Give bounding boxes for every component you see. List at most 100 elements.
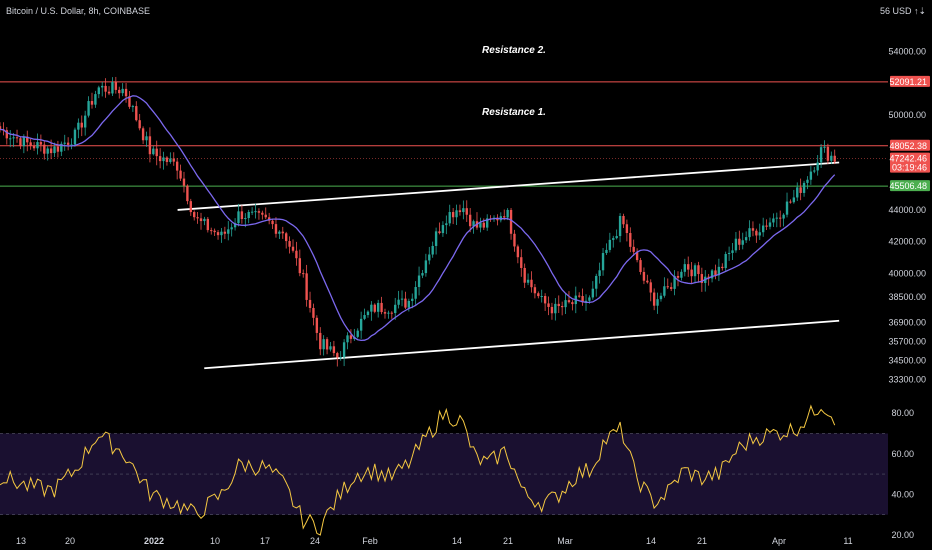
candle-body	[727, 252, 731, 255]
countdown-timer: 03:19:46	[892, 163, 927, 173]
rsi-pane[interactable]	[0, 404, 888, 536]
candle-body	[101, 85, 104, 88]
candle-body	[547, 303, 550, 307]
time-axis[interactable]: 13 20 2022 10 17 24 Feb 14 21 Mar 14 21 Apr 11	[16, 536, 853, 546]
candle-body	[608, 239, 612, 250]
candle-body	[782, 214, 785, 219]
time-tick-label: 10	[210, 536, 220, 546]
candle-body	[281, 231, 284, 234]
candle-body	[118, 89, 121, 94]
candle-body	[789, 201, 792, 203]
candle-body	[578, 295, 581, 297]
candle-body	[785, 201, 789, 215]
candle-body	[319, 332, 322, 350]
rsi-axis[interactable]: 80.00 60.00 40.00 20.00	[891, 408, 914, 540]
candle-body	[826, 146, 830, 161]
candle-body	[618, 215, 622, 237]
candle-body	[724, 254, 727, 269]
price-axis[interactable]: 54000.00 50000.00 44000.00 42000.00 40000.00…	[888, 47, 926, 385]
candle-body	[513, 233, 516, 247]
candle-body	[94, 94, 97, 105]
candle-body	[455, 210, 458, 218]
candle-body	[162, 157, 165, 162]
candle-body	[523, 267, 526, 283]
candle-body	[819, 147, 823, 163]
candle-body	[302, 273, 305, 275]
candle-body	[83, 115, 87, 128]
candle-body	[206, 218, 210, 231]
candle-body	[755, 230, 758, 236]
candle-body	[189, 201, 192, 213]
candle-body	[329, 346, 332, 350]
candle-body	[414, 287, 417, 299]
candle-body	[216, 232, 220, 236]
candle-body	[612, 238, 615, 240]
rsi-line	[0, 404, 836, 536]
candle-body	[295, 250, 298, 259]
candle-body	[588, 297, 591, 301]
candle-body	[530, 279, 533, 288]
candle-body	[128, 96, 131, 107]
price-tick-label: 42000.00	[888, 237, 926, 247]
candle-body	[516, 246, 520, 258]
candle-body	[155, 148, 158, 157]
time-tick-label: 13	[16, 536, 26, 546]
candle-body	[152, 148, 155, 155]
candle-body	[404, 298, 407, 308]
candle-body	[768, 222, 772, 227]
price-pane[interactable]: Resistance 2. Resistance 1.	[0, 45, 888, 370]
price-tick-label: 33300.00	[888, 374, 926, 384]
candle-body	[417, 275, 421, 288]
candle-body	[509, 209, 513, 234]
candle-body	[806, 179, 809, 183]
candle-body	[438, 231, 441, 234]
candle-body	[121, 88, 124, 94]
candle-body	[46, 148, 49, 154]
candle-body	[451, 212, 455, 218]
candle-body	[66, 142, 70, 145]
currency-label[interactable]: 56 USD ↑⇣	[880, 6, 926, 16]
candle-body	[526, 279, 530, 283]
candle-body	[380, 302, 383, 313]
candle-body	[53, 146, 56, 154]
time-tick-label: 14	[452, 536, 462, 546]
candle-body	[595, 275, 598, 289]
channel-upper	[177, 161, 840, 211]
candle-body	[673, 275, 676, 289]
price-tick-label: 34500.00	[888, 355, 926, 365]
candle-body	[210, 230, 213, 232]
candle-body	[397, 299, 400, 305]
candle-body	[669, 287, 673, 289]
resistance-1-badge	[890, 139, 930, 151]
price-tick-label: 50000.00	[888, 110, 926, 120]
candle-body	[567, 300, 571, 303]
candle-body	[145, 136, 148, 141]
candle-body	[738, 238, 741, 245]
candle-body	[622, 215, 625, 225]
candle-body	[663, 286, 666, 296]
candle-body	[244, 218, 247, 220]
last-price-badge-text: 47242.46	[889, 154, 927, 164]
candle-body	[233, 223, 237, 228]
candle-body	[659, 295, 663, 300]
rsi-tick-label: 20.00	[891, 530, 914, 540]
candle-body	[639, 260, 642, 272]
candle-body	[823, 146, 826, 148]
candle-body	[598, 270, 601, 276]
time-tick-label: 2022	[144, 536, 164, 546]
candle-body	[186, 185, 189, 202]
candle-body	[629, 233, 632, 247]
candle-body	[813, 170, 816, 172]
candle-body	[775, 217, 778, 219]
candle-body	[141, 128, 145, 141]
candle-body	[271, 220, 274, 225]
resistance-1-badge-text: 48052.38	[889, 141, 927, 151]
candle-body	[666, 286, 669, 288]
candle-body	[431, 245, 434, 255]
moving-average-line	[0, 95, 836, 342]
candle-body	[792, 197, 796, 203]
time-tick-label: 21	[503, 536, 513, 546]
candle-body	[12, 137, 15, 139]
candle-body	[554, 303, 557, 314]
